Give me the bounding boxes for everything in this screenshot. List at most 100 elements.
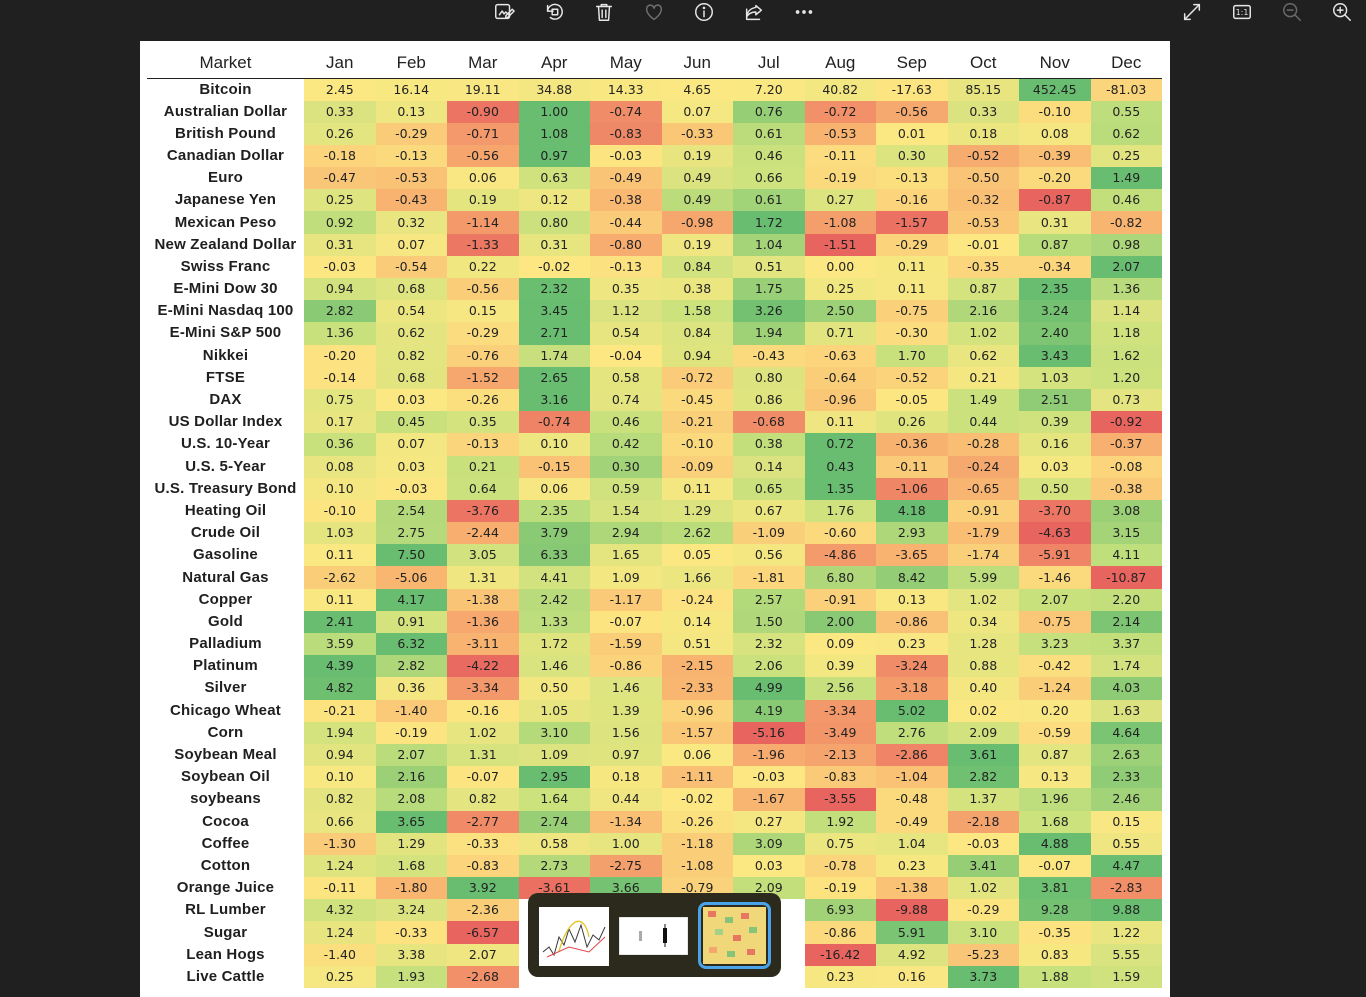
value-cell: 1.24 (304, 854, 376, 878)
value-cell: 34.88 (518, 78, 590, 101)
value-cell: -0.83 (447, 854, 519, 878)
value-cell: 3.10 (518, 721, 590, 744)
value-cell: 0.07 (661, 100, 733, 123)
value-cell: -0.96 (661, 699, 733, 722)
value-cell: 0.23 (804, 965, 876, 988)
value-cell: -1.36 (447, 610, 519, 633)
more-options-icon[interactable] (790, 0, 818, 24)
value-cell: -0.13 (590, 255, 662, 278)
value-cell: -0.04 (590, 344, 662, 367)
value-cell: -1.08 (661, 854, 733, 878)
value-cell: -0.47 (304, 167, 376, 190)
info-icon[interactable] (690, 0, 718, 24)
value-cell: -5.91 (1019, 544, 1091, 567)
value-cell: -0.49 (876, 810, 948, 833)
zoom-in-icon[interactable] (1328, 0, 1356, 24)
value-cell: 6.33 (518, 544, 590, 567)
value-cell: 0.62 (947, 344, 1019, 367)
value-cell: 1.22 (1090, 921, 1162, 944)
value-cell: 1.05 (518, 699, 590, 722)
value-cell: -0.68 (733, 411, 805, 434)
market-name: Corn (147, 721, 304, 744)
actual-size-icon[interactable]: 1:1 (1228, 0, 1256, 24)
value-cell: -2.15 (661, 655, 733, 678)
value-cell: 6.80 (804, 566, 876, 589)
value-cell: 0.10 (304, 766, 376, 789)
value-cell: 0.11 (661, 477, 733, 500)
line-chart-thumbnail[interactable] (539, 907, 609, 966)
value-cell: 2.35 (1019, 278, 1091, 301)
zoom-out-icon[interactable] (1278, 0, 1306, 24)
value-cell: 1.18 (1090, 322, 1162, 345)
delete-icon[interactable] (590, 0, 618, 24)
viewer-toolbar: 1:1 (0, 0, 1366, 30)
table-row: Silver 4.82 0.36 -3.34 0.50 1.46 -2.33 4.99 2.56… (147, 677, 1162, 700)
value-cell: 8.42 (876, 566, 948, 589)
value-cell: -0.50 (947, 167, 1019, 190)
value-cell: -1.11 (661, 766, 733, 789)
full-screen-icon[interactable] (1178, 0, 1206, 24)
market-name: Live Cattle (147, 965, 304, 988)
market-name: soybeans (147, 788, 304, 811)
value-cell: 0.25 (804, 278, 876, 301)
seasonality-table: Market Jan Feb Mar Apr May Jun Jul Aug Sep Oct Nov D… (147, 48, 1162, 988)
market-name: U.S. Treasury Bond (147, 477, 304, 500)
value-cell: -0.02 (661, 788, 733, 811)
value-cell: 1.29 (375, 832, 447, 855)
value-cell: -2.77 (447, 810, 519, 833)
value-cell: 1.03 (304, 522, 376, 545)
value-cell: -0.45 (661, 388, 733, 412)
value-cell: -4.22 (447, 655, 519, 678)
value-cell: 2.82 (375, 655, 447, 678)
value-cell: 3.10 (947, 921, 1019, 944)
value-cell: -1.38 (876, 877, 948, 900)
heatmap-thumbnail[interactable] (698, 902, 771, 969)
value-cell: 0.14 (661, 610, 733, 633)
column-header-nov: Nov (1019, 48, 1091, 79)
value-cell: 4.19 (733, 699, 805, 722)
market-name: Bitcoin (147, 78, 304, 101)
value-cell: 2.94 (590, 522, 662, 545)
favorite-heart-icon[interactable] (640, 0, 668, 24)
value-cell: 0.06 (447, 167, 519, 190)
edit-image-icon[interactable] (490, 0, 518, 24)
value-cell: 0.08 (304, 455, 376, 478)
value-cell: -3.65 (876, 544, 948, 567)
table-row: Cotton 1.24 1.68 -0.83 2.73 -2.75 -1.08 0.03 -0.… (147, 854, 1162, 878)
value-cell: -0.20 (1019, 167, 1091, 190)
value-cell: -2.33 (661, 677, 733, 700)
value-cell: 2.32 (733, 633, 805, 656)
value-cell: 0.43 (804, 455, 876, 478)
value-cell: -3.70 (1019, 499, 1091, 523)
value-cell: 4.92 (876, 943, 948, 966)
market-name: Japanese Yen (147, 189, 304, 212)
value-cell: 1.50 (733, 610, 805, 633)
value-cell: 0.94 (661, 344, 733, 367)
market-name: US Dollar Index (147, 411, 304, 434)
market-name: RL Lumber (147, 899, 304, 922)
value-cell: -0.39 (1019, 144, 1091, 168)
value-cell: 3.37 (1090, 633, 1162, 656)
market-name: E-Mini Dow 30 (147, 278, 304, 301)
value-cell: 1.68 (1019, 810, 1091, 833)
value-cell: 4.17 (375, 588, 447, 611)
value-cell: 0.30 (590, 455, 662, 478)
value-cell: -5.06 (375, 566, 447, 589)
value-cell: 3.05 (447, 544, 519, 567)
value-cell: 1.92 (804, 810, 876, 833)
market-name: Cocoa (147, 810, 304, 833)
market-name: Platinum (147, 655, 304, 678)
value-cell: 3.61 (947, 743, 1019, 767)
value-cell: 3.23 (1019, 633, 1091, 656)
value-cell: 2.57 (733, 588, 805, 611)
value-cell: 2.07 (1019, 588, 1091, 611)
value-cell: -0.10 (1019, 100, 1091, 123)
value-cell: -2.44 (447, 522, 519, 545)
share-icon[interactable] (740, 0, 768, 24)
candlestick-thumbnail[interactable] (618, 916, 689, 956)
market-name: New Zealand Dollar (147, 233, 304, 256)
value-cell: 0.23 (876, 854, 948, 878)
value-cell: -0.76 (447, 344, 519, 367)
market-name: Cotton (147, 854, 304, 878)
rotate-icon[interactable] (540, 0, 568, 24)
